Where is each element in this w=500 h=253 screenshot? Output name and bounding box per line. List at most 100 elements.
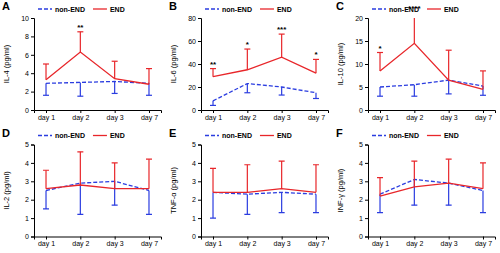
error-bar-stem — [80, 152, 81, 185]
y-tick-mark — [365, 87, 368, 88]
error-bar-cap — [244, 92, 250, 93]
series-line — [380, 183, 483, 196]
error-bar — [377, 87, 383, 96]
legend-label: non-END — [389, 132, 419, 139]
legend-swatch — [38, 135, 52, 136]
y-tick-mark — [31, 181, 34, 182]
x-tick-label: day 1 — [38, 114, 55, 122]
y-tick-mark — [198, 110, 201, 111]
y-tick-label: 80 — [188, 15, 196, 22]
y-tick: 4 — [25, 160, 34, 167]
error-bar-cap — [377, 177, 383, 178]
x-tick-mark — [380, 237, 381, 240]
x-tick: day 1 — [372, 237, 389, 249]
significance: ** — [77, 23, 84, 32]
legend-label: non-END — [222, 132, 252, 139]
y-tick-mark — [198, 200, 201, 201]
error-bar — [146, 83, 152, 95]
x-tick-label: day 1 — [372, 240, 389, 248]
error-bar — [313, 59, 319, 73]
plot: 012345day 1day 2day 3day 7IL-2 (pg/ml)no… — [2, 132, 162, 248]
error-bar — [43, 170, 49, 188]
error-bar — [411, 85, 417, 97]
x-tick: day 2 — [239, 110, 256, 122]
error-bar-stem — [247, 194, 248, 214]
y-axis: 020406080 — [188, 15, 201, 114]
y-tick-mark — [31, 200, 34, 201]
y-axis-line — [198, 19, 202, 111]
y-tick-mark — [198, 41, 201, 42]
x-tick: day 1 — [38, 110, 55, 122]
legend-swatch — [372, 8, 386, 9]
panel: B020406080day 1day 2day 3day 7IL-6 (pg/m… — [169, 0, 329, 122]
error-bar — [77, 82, 83, 96]
y-tick-label: 1 — [25, 215, 29, 222]
error-bar-stem — [482, 163, 483, 189]
error-bar-stem — [315, 194, 316, 212]
x-tick-label: day 2 — [72, 114, 89, 122]
error-bar-stem — [80, 183, 81, 214]
x-tick-label: day 2 — [406, 240, 423, 248]
y-tick-label: 5 — [359, 84, 363, 91]
marks — [377, 18, 486, 96]
x-tick-mark — [282, 110, 283, 113]
error-bar-cap — [112, 205, 118, 206]
x-tick: day 3 — [441, 237, 458, 249]
error-bar-cap — [446, 159, 452, 160]
x-axis: day 1day 2day 3day 7 — [369, 110, 496, 122]
y-tick: 2 — [192, 196, 201, 203]
y-tick-label: 15 — [355, 38, 363, 45]
x-tick: day 2 — [239, 237, 256, 249]
y-tick-label: 5 — [192, 141, 196, 148]
x-tick-label: day 3 — [107, 114, 124, 122]
series-line — [380, 80, 483, 87]
panel: D012345day 1day 2day 3day 7IL-2 (pg/ml)n… — [2, 127, 162, 249]
panel-label: B — [169, 0, 177, 12]
error-bar — [43, 83, 49, 95]
plot: 012345day 1day 2day 3day 7INF-γ (pg/ml)n… — [336, 132, 496, 248]
x-axis: day 1day 2day 3day 7 — [369, 237, 496, 249]
y-tick: 5 — [25, 141, 34, 148]
series-line — [213, 57, 316, 77]
error-bar-stem — [379, 53, 380, 71]
y-tick-mark — [365, 163, 368, 164]
x-axis-line — [202, 111, 329, 114]
error-bar-cap — [377, 96, 383, 97]
error-bar-cap — [210, 218, 216, 219]
x-tick-label: day 1 — [205, 240, 222, 248]
error-bar-stem — [45, 191, 46, 209]
y-tick: 8 — [25, 33, 34, 40]
y-tick: 60 — [188, 38, 201, 45]
x-axis-line — [35, 111, 162, 114]
legend: non-ENDEND — [38, 6, 125, 13]
error-bar-stem — [448, 80, 449, 94]
panel-label: E — [169, 127, 176, 139]
error-bar — [411, 18, 417, 43]
x-axis-line — [369, 111, 496, 114]
y-tick-mark — [31, 18, 34, 19]
y-axis-line — [198, 145, 202, 237]
error-bar — [146, 69, 152, 85]
y-tick: 4 — [192, 160, 201, 167]
x-tick-mark — [80, 237, 81, 240]
y-tick: 3 — [192, 178, 201, 185]
legend-swatch — [205, 135, 219, 136]
y-tick-mark — [365, 181, 368, 182]
error-bar-stem — [212, 192, 213, 218]
plot: 05101520day 1day 2day 3day 7IL-10 (pg/ml… — [336, 4, 496, 122]
x-tick-label: day 3 — [441, 240, 458, 248]
y-tick-mark — [198, 237, 201, 238]
error-bar-cap — [446, 205, 452, 206]
error-bar — [112, 61, 118, 78]
x-tick: day 7 — [141, 110, 158, 122]
legend-item: non-END — [372, 132, 419, 139]
legend-swatch — [260, 8, 274, 9]
x-axis: day 1day 2day 3day 7 — [35, 237, 162, 249]
x-tick: day 1 — [38, 237, 55, 249]
x-tick: day 3 — [107, 110, 124, 122]
x-tick-label: day 1 — [38, 240, 55, 248]
y-tick-label: 1 — [359, 215, 363, 222]
error-bar-stem — [148, 83, 149, 95]
error-bar-stem — [315, 165, 316, 193]
y-axis: 05101520 — [355, 15, 368, 114]
